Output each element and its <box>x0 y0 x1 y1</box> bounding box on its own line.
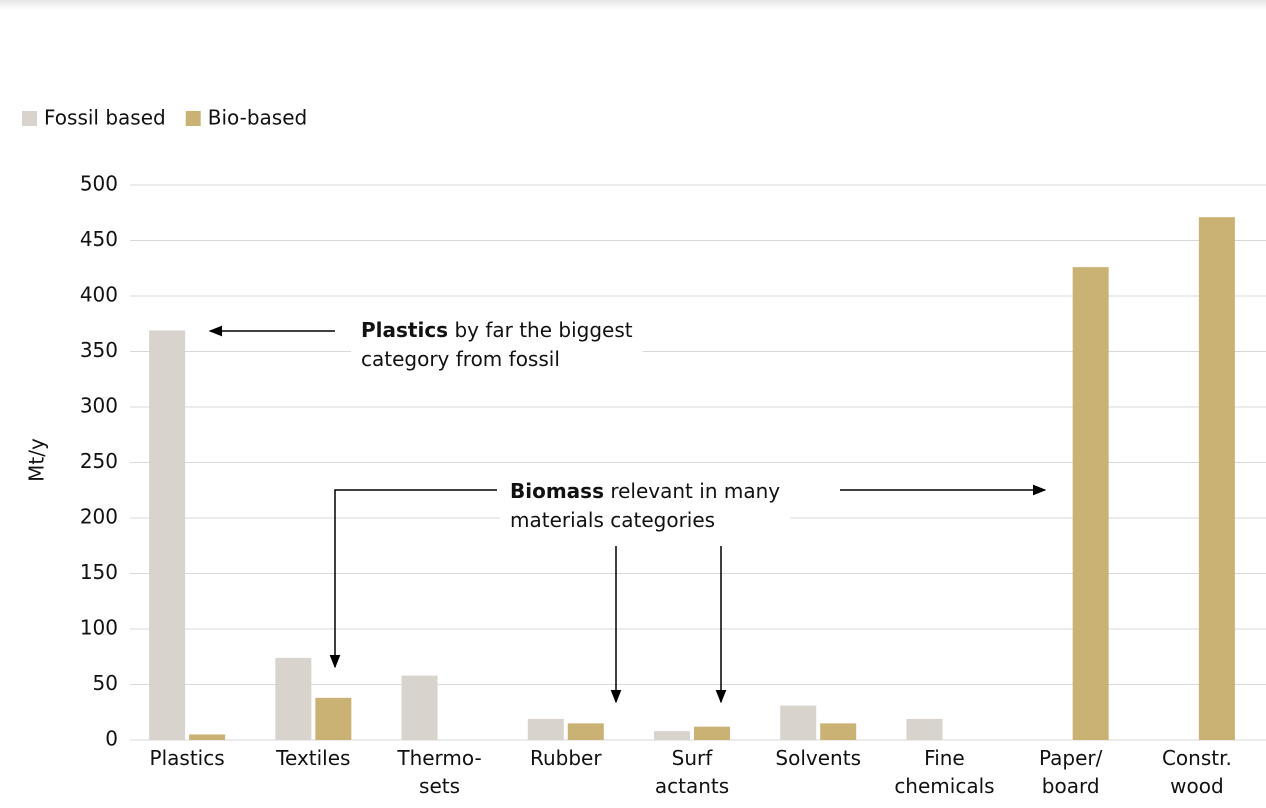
x-tick-label: Fine chemicals <box>894 746 994 798</box>
y-tick-label: 100 <box>80 616 118 640</box>
bar <box>820 723 857 740</box>
bar <box>694 726 730 740</box>
y-tick-label: 50 <box>93 671 118 695</box>
bar <box>567 723 604 740</box>
annotation: Biomass relevant in many materials catego… <box>510 479 780 532</box>
annotation-bg <box>500 474 791 536</box>
arrow <box>329 489 497 669</box>
x-tick-label: Thermo-sets <box>396 746 481 798</box>
y-tick-label: 450 <box>80 227 118 251</box>
annotation-bg <box>351 313 643 375</box>
x-tick-label: Textiles <box>275 746 350 770</box>
legend-label: Fossil based <box>44 106 166 130</box>
y-tick-label: 400 <box>80 283 118 307</box>
y-axis-label: Mt/y <box>25 438 49 482</box>
x-tick-label: Surf actants <box>655 746 729 798</box>
bar <box>149 330 186 740</box>
bar <box>906 718 943 740</box>
x-tick-label: Paper/board <box>1039 746 1103 798</box>
y-tick-label: 200 <box>80 505 118 529</box>
x-tick-label: Solvents <box>775 746 861 770</box>
y-tick-label: 0 <box>105 727 118 751</box>
x-tick-label: Rubber <box>530 746 602 770</box>
legend-label: Bio-based <box>208 106 307 130</box>
bar <box>1198 217 1235 740</box>
x-tick-label: Constr. wood <box>1162 746 1232 798</box>
y-tick-label: 250 <box>80 449 118 473</box>
bar <box>1072 267 1109 740</box>
bar <box>275 657 312 740</box>
legend-swatch <box>185 111 201 126</box>
x-tick-label: Plastics <box>150 746 225 770</box>
bar <box>401 675 438 740</box>
bar <box>189 734 226 740</box>
legend-swatch <box>22 111 37 126</box>
bar <box>654 731 690 740</box>
annotation: Plastics by far the biggest category from… <box>361 318 633 371</box>
bar <box>780 705 817 740</box>
top-shade <box>0 0 1266 10</box>
bar <box>315 697 352 740</box>
y-tick-label: 300 <box>80 394 118 418</box>
y-tick-label: 150 <box>80 560 118 584</box>
y-tick-label: 350 <box>80 338 118 362</box>
y-tick-label: 500 <box>80 172 118 196</box>
bar <box>527 718 564 740</box>
